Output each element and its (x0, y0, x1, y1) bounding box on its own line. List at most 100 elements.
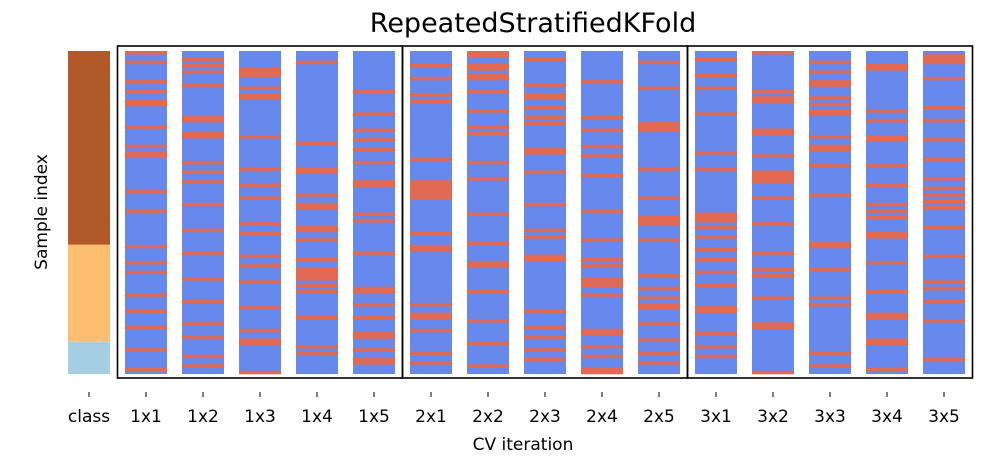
test-sample-mark (410, 99, 452, 103)
test-sample-mark (410, 328, 452, 333)
test-sample-mark (923, 138, 965, 142)
test-sample-mark (182, 131, 224, 136)
test-sample-mark (239, 96, 281, 100)
test-sample-mark (752, 325, 794, 330)
test-sample-mark (524, 57, 566, 61)
train-bar (296, 51, 338, 374)
test-sample-mark (866, 215, 908, 220)
test-sample-mark (638, 238, 680, 242)
test-sample-mark (695, 112, 737, 116)
test-sample-mark (182, 228, 224, 233)
test-sample-mark (866, 109, 908, 113)
test-sample-mark (467, 241, 509, 246)
test-sample-mark (524, 151, 566, 155)
test-sample-mark (923, 319, 965, 323)
test-sample-mark (353, 180, 395, 184)
test-sample-mark (866, 209, 908, 213)
test-sample-mark (125, 60, 167, 65)
test-sample-mark (239, 73, 281, 78)
x-tick-label-3x5: 3x5 (928, 407, 960, 427)
test-sample-mark (296, 267, 338, 271)
cv-column-2x3 (524, 51, 566, 374)
test-sample-mark (239, 306, 281, 310)
test-sample-mark (809, 80, 851, 84)
test-sample-mark (581, 128, 623, 133)
test-sample-mark (239, 134, 281, 139)
test-sample-mark (809, 241, 851, 246)
test-sample-mark (410, 193, 452, 197)
test-sample-mark (866, 164, 908, 168)
test-sample-mark (638, 125, 680, 129)
x-tick-label-2x3: 2x3 (529, 407, 561, 427)
y-axis-label: Sample index (32, 154, 52, 270)
cv-column-3x2 (752, 51, 794, 375)
test-sample-mark (638, 60, 680, 65)
test-sample-mark (638, 322, 680, 326)
test-sample-mark (125, 270, 167, 275)
test-sample-mark (353, 218, 395, 223)
test-sample-mark (638, 296, 680, 301)
test-sample-mark (353, 286, 395, 291)
test-sample-mark (182, 299, 224, 304)
test-sample-mark (866, 118, 908, 123)
test-sample-mark (809, 147, 851, 152)
cv-column-3x3 (809, 51, 851, 374)
test-sample-mark (353, 89, 395, 94)
test-sample-mark (239, 338, 281, 342)
test-sample-mark (410, 196, 452, 200)
test-sample-mark (695, 283, 737, 288)
test-sample-mark (923, 199, 965, 204)
test-sample-mark (467, 160, 509, 165)
test-sample-mark (410, 157, 452, 162)
test-sample-mark (923, 54, 965, 58)
test-sample-mark (353, 138, 395, 142)
test-sample-mark (467, 109, 509, 113)
test-sample-mark (923, 225, 965, 229)
test-sample-mark (239, 92, 281, 97)
test-sample-mark (467, 131, 509, 136)
test-sample-mark (809, 96, 851, 100)
test-sample-mark (125, 309, 167, 313)
train-bar (752, 51, 794, 374)
train-bar (923, 51, 965, 374)
test-sample-mark (524, 357, 566, 362)
test-sample-mark (581, 328, 623, 333)
x-tick-label-3x1: 3x1 (700, 407, 732, 427)
cv-column-1x2 (182, 51, 224, 374)
test-sample-mark (752, 99, 794, 103)
x-tick-label-3x3: 3x3 (814, 407, 846, 427)
test-sample-mark (752, 370, 794, 375)
test-sample-mark (581, 238, 623, 242)
test-sample-mark (296, 290, 338, 294)
test-sample-mark (524, 202, 566, 207)
test-sample-mark (866, 367, 908, 372)
test-sample-mark (524, 254, 566, 259)
test-sample-mark (467, 54, 509, 58)
test-sample-mark (353, 183, 395, 187)
test-sample-mark (125, 99, 167, 103)
test-sample-mark (752, 196, 794, 200)
test-sample-mark (866, 235, 908, 239)
test-sample-mark (752, 128, 794, 133)
test-sample-mark (182, 354, 224, 359)
test-sample-mark (125, 51, 167, 55)
test-sample-mark (296, 206, 338, 210)
test-sample-mark (125, 348, 167, 352)
test-sample-mark (467, 176, 509, 181)
x-tick-label-1x5: 1x5 (358, 407, 390, 427)
test-sample-mark (695, 306, 737, 310)
test-sample-mark (581, 80, 623, 84)
test-sample-mark (695, 354, 737, 359)
test-sample-mark (182, 134, 224, 139)
test-sample-mark (695, 218, 737, 223)
test-sample-mark (752, 154, 794, 158)
test-sample-mark (296, 202, 338, 207)
test-sample-mark (866, 315, 908, 320)
test-sample-mark (923, 57, 965, 61)
test-sample-mark (695, 73, 737, 78)
test-sample-mark (125, 80, 167, 84)
test-sample-mark (581, 344, 623, 349)
test-sample-mark (182, 115, 224, 120)
test-sample-mark (125, 144, 167, 149)
